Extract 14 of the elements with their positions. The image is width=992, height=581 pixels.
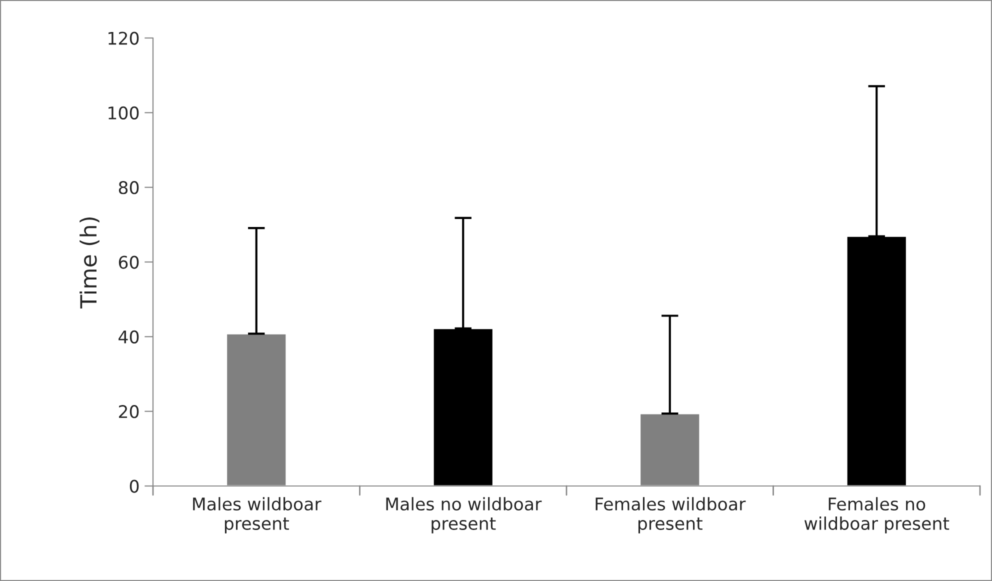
y-tick-label: 120 bbox=[108, 32, 139, 45]
bar bbox=[432, 328, 494, 486]
y-tick-label: 0 bbox=[130, 480, 139, 493]
y-tick-label: 100 bbox=[108, 106, 139, 120]
bar bbox=[846, 236, 908, 486]
y-tick-label: 40 bbox=[118, 330, 139, 344]
x-tick-label: Males no wildboar present bbox=[386, 497, 542, 534]
x-tick-label: Females wildboar present bbox=[596, 497, 746, 534]
y-tick-label: 60 bbox=[118, 256, 139, 269]
x-tick-label: Males wildboar present bbox=[193, 497, 322, 534]
y-axis-title: Time (h) bbox=[80, 217, 100, 308]
y-tick-label: 20 bbox=[118, 405, 139, 418]
y-tick-label: 80 bbox=[118, 181, 139, 194]
x-tick-label: Females no wildboar present bbox=[804, 497, 950, 534]
